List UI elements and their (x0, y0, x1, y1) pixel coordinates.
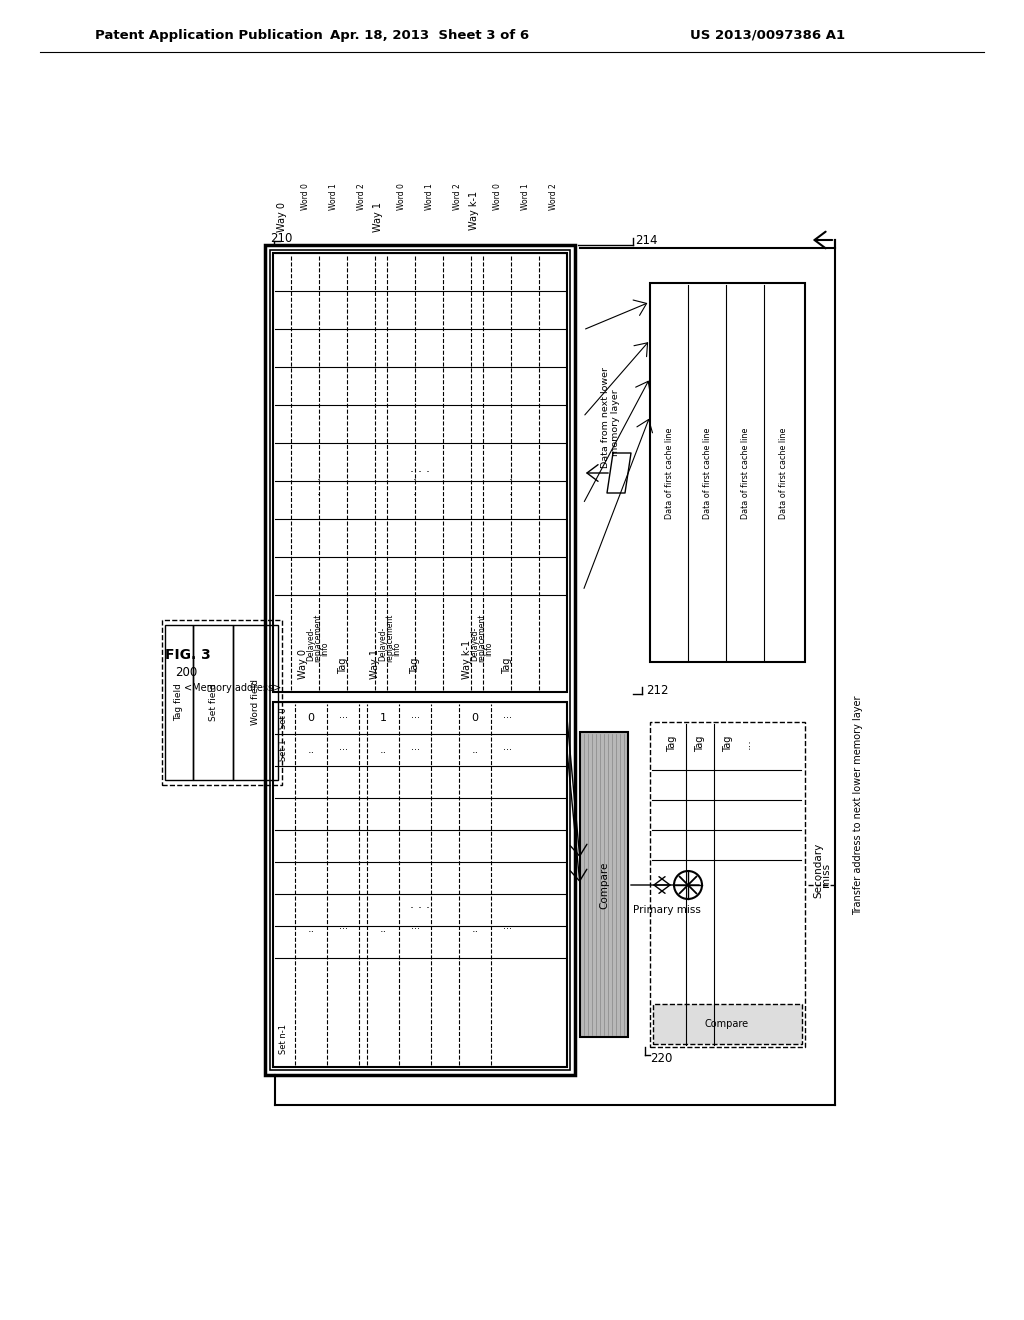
Text: ..: .. (379, 924, 387, 935)
Text: Word field: Word field (252, 678, 260, 725)
Text: replacement: replacement (477, 614, 486, 663)
Text: Word 1: Word 1 (425, 183, 433, 210)
Text: ···: ··· (411, 924, 420, 935)
Text: ·
·: · · (413, 474, 417, 502)
Text: ..: .. (307, 924, 314, 935)
Text: Tag: Tag (338, 657, 348, 675)
Text: Delayed-: Delayed- (379, 627, 387, 661)
Text: Way k-1: Way k-1 (462, 639, 472, 678)
Polygon shape (607, 453, 631, 492)
Text: ···: ··· (411, 713, 420, 723)
Text: 212: 212 (646, 684, 669, 697)
Text: Tag: Tag (410, 657, 420, 675)
Text: Secondary: Secondary (813, 842, 823, 898)
Text: Data of first cache line: Data of first cache line (702, 428, 712, 519)
Text: Word 1: Word 1 (520, 183, 529, 210)
Text: Compare: Compare (705, 1019, 750, 1030)
Text: <Memory address>: <Memory address> (184, 682, 282, 693)
Bar (233, 624, 278, 780)
Text: ···: ··· (411, 744, 420, 755)
Text: Set field: Set field (209, 684, 217, 721)
Bar (193, 624, 233, 780)
Text: 0: 0 (471, 713, 478, 723)
Text: FIG. 3: FIG. 3 (165, 648, 211, 663)
Text: ..: .. (379, 744, 387, 755)
Text: ···: ··· (503, 924, 512, 935)
Bar (650, 722, 805, 1047)
Text: Apr. 18, 2013  Sheet 3 of 6: Apr. 18, 2013 Sheet 3 of 6 (331, 29, 529, 41)
Text: Primary miss: Primary miss (633, 906, 700, 915)
Text: 214: 214 (635, 235, 657, 248)
Text: Way 0: Way 0 (278, 202, 287, 232)
Text: info: info (484, 642, 494, 656)
Text: 210: 210 (270, 231, 293, 244)
Text: Tag: Tag (723, 735, 733, 752)
Text: Data of first cache line: Data of first cache line (778, 428, 787, 519)
Text: replacement: replacement (385, 614, 394, 663)
Bar (273, 253, 567, 692)
Text: Transfer address to next lower memory layer: Transfer address to next lower memory la… (853, 696, 863, 915)
Text: Compare: Compare (599, 862, 609, 908)
Bar (265, 246, 575, 1074)
Bar (162, 620, 282, 785)
Text: memory layer: memory layer (610, 389, 620, 457)
Text: ..: .. (307, 744, 314, 755)
Text: replacement: replacement (313, 614, 323, 663)
Text: Way 0: Way 0 (298, 649, 308, 678)
Text: Set 0: Set 0 (280, 708, 289, 729)
Text: ···: ··· (503, 744, 512, 755)
Text: ..: .. (471, 924, 478, 935)
Text: info: info (392, 642, 401, 656)
Text: info: info (321, 642, 330, 656)
Text: Tag field: Tag field (174, 682, 183, 721)
Text: US 2013/0097386 A1: US 2013/0097386 A1 (690, 29, 845, 41)
Bar (273, 702, 567, 1067)
Bar (650, 282, 805, 663)
Text: Way k-1: Way k-1 (469, 190, 479, 230)
Text: Word 1: Word 1 (329, 183, 338, 210)
Text: ···: ··· (503, 713, 512, 723)
Bar (270, 249, 570, 1071)
Text: Delayed-: Delayed- (470, 627, 479, 661)
Text: Word 0: Word 0 (396, 183, 406, 210)
Text: Data of first cache line: Data of first cache line (740, 428, 750, 519)
Text: Data from next lower: Data from next lower (600, 367, 609, 469)
Text: Delayed-: Delayed- (306, 627, 315, 661)
Text: Word 2: Word 2 (453, 183, 462, 210)
Text: 200: 200 (175, 665, 198, 678)
Text: 220: 220 (650, 1052, 673, 1065)
Text: Word 0: Word 0 (300, 183, 309, 210)
Text: ..: .. (471, 744, 478, 755)
Text: Way 1: Way 1 (370, 649, 380, 678)
Text: Tag: Tag (695, 735, 705, 752)
Text: Tag: Tag (502, 657, 512, 675)
Text: Set n-1: Set n-1 (280, 1024, 289, 1053)
Text: ·
·: · · (509, 474, 513, 502)
Text: 1: 1 (380, 713, 386, 723)
Bar (653, 1005, 802, 1044)
Text: Tag: Tag (667, 735, 677, 752)
Text: Word 2: Word 2 (549, 183, 557, 210)
Text: 0: 0 (307, 713, 314, 723)
Text: Word 0: Word 0 (493, 183, 502, 210)
Bar (580, 733, 628, 1038)
Text: Word 2: Word 2 (356, 183, 366, 210)
Text: ···: ··· (339, 924, 347, 935)
Text: ···: ··· (745, 739, 755, 750)
Text: Patent Application Publication: Patent Application Publication (95, 29, 323, 41)
Bar (165, 624, 193, 780)
Text: ···: ··· (339, 744, 347, 755)
Text: ·
·: · · (317, 474, 321, 502)
Text: ···: ··· (339, 713, 347, 723)
Text: Set 1: Set 1 (280, 739, 289, 760)
Text: · · ·: · · · (410, 903, 430, 916)
Text: · · ·: · · · (410, 466, 430, 479)
Text: Way 1: Way 1 (373, 202, 383, 232)
Text: miss: miss (821, 863, 831, 887)
Text: Data of first cache line: Data of first cache line (665, 428, 674, 519)
